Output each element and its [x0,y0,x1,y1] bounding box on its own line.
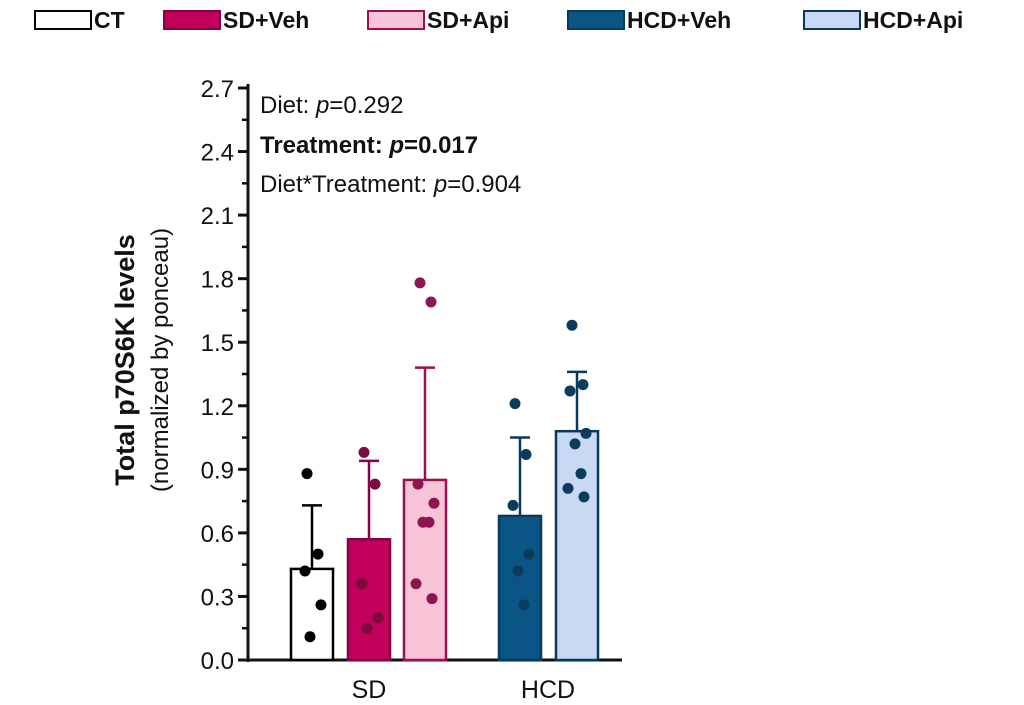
data-point-hcd-api [564,385,576,397]
data-point-hcd-veh [518,599,530,611]
stat-treatment-label: Treatment: [260,132,389,159]
data-point-hcd-api [575,468,587,480]
legend-label-sd-api: SD+Api [427,6,510,33]
y-axis-subtitle: (normalized by ponceau) [147,228,174,492]
data-point-ct [304,631,316,643]
y-tick-label: 0.0 [201,648,234,675]
data-point-hcd-veh [507,499,519,511]
legend-label-ct: CT [94,6,125,33]
y-tick-label: 0.6 [201,521,234,548]
legend-swatch-ct [34,10,92,30]
y-tick-label: 0.3 [201,584,234,611]
x-group-label: SD [352,676,387,704]
data-point-hcd-veh [523,548,535,560]
y-axis-title: Total p70S6K levels [110,234,140,486]
legend-item-ct: CT [34,6,125,34]
y-tick-label: 0.9 [201,457,234,484]
data-point-sd-veh [369,478,381,490]
stat-treatment-p-symbol: p [388,132,404,159]
bar-hcd-veh [497,514,543,662]
stat-treatment-p-value: =0.017 [404,132,478,159]
y-tick-label: 1.5 [201,330,234,357]
data-point-hcd-api [577,379,589,391]
y-tick-label: 2.7 [201,76,234,103]
bar-hcd-api [554,429,600,662]
stat-diet-p-value: =0.292 [329,92,403,119]
data-point-hcd-veh [520,449,532,461]
legend-item-sd-api: SD+Api [367,6,509,34]
legend-swatch-sd-veh [163,10,221,30]
data-point-hcd-api [562,482,574,494]
data-point-sd-api [410,578,422,590]
y-tick-label: 1.2 [201,394,234,421]
plot-area: 0.0 0.3 0.6 0.9 1.2 1.5 1.8 2.1 2.4 2.7 SD HCD [201,76,622,704]
legend-item-hcd-veh: HCD+Veh [567,6,731,34]
data-point-hcd-api [578,491,590,503]
data-point-hcd-api [566,319,578,331]
data-point-sd-veh [372,612,384,624]
stat-diet: Diet: p=0.292 [260,92,403,119]
data-point-hcd-api [580,427,592,439]
data-point-sd-veh [358,446,370,458]
legend-label-hcd-veh: HCD+Veh [627,6,732,33]
bar-ct [289,567,335,662]
data-point-sd-api [426,593,438,605]
y-tick-label: 2.4 [201,140,234,167]
legend-swatch-hcd-api [803,10,861,30]
data-point-sd-api [428,497,440,509]
legend-item-hcd-api: HCD+Api [803,6,963,34]
data-point-ct [301,468,313,480]
legend-swatch-sd-api [367,10,425,30]
stat-interaction-label: Diet*Treatment: [260,171,434,198]
stat-diet-label: Diet: [260,92,316,119]
data-point-sd-veh [356,578,368,590]
data-point-sd-api [423,516,435,528]
stat-treatment: Treatment: p=0.017 [260,132,478,159]
stat-diet-p-symbol: p [315,92,329,119]
stat-interaction-p-value: =0.904 [447,171,521,198]
data-point-ct [312,548,324,560]
data-point-hcd-veh [512,565,524,577]
data-point-ct [299,565,311,577]
legend-item-sd-veh: SD+Veh [163,6,309,34]
data-point-hcd-api [569,438,581,450]
data-point-sd-api [414,277,426,289]
legend-label-hcd-api: HCD+Api [863,6,964,33]
data-point-sd-veh [361,622,373,634]
bar-sd-veh [346,537,392,662]
legend: CT SD+Veh SD+Api HCD+Veh HCD+Api [0,0,1024,40]
bar-sd-api [402,478,448,662]
legend-label-sd-veh: SD+Veh [223,6,310,33]
x-group-label: HCD [521,676,575,704]
data-point-hcd-veh [509,398,521,410]
data-point-sd-api [412,478,424,490]
y-tick-label: 1.8 [201,267,234,294]
stat-interaction: Diet*Treatment: p=0.904 [260,171,521,198]
legend-swatch-hcd-veh [567,10,625,30]
stat-interaction-p-symbol: p [433,171,447,198]
data-point-sd-api [425,296,437,308]
data-point-ct [315,599,327,611]
y-tick-label: 2.1 [201,203,234,230]
